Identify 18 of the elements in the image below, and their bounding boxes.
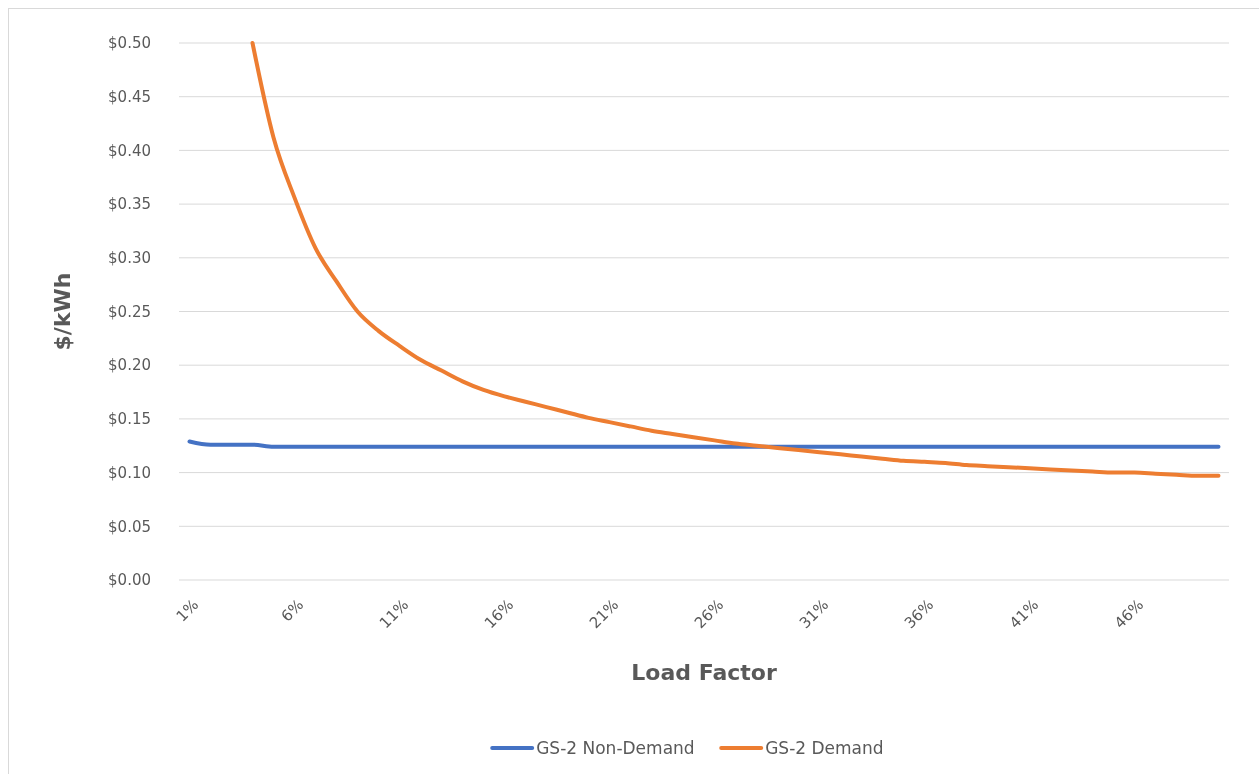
y-tick-label: $0.00 [108,571,151,590]
y-tick-label: $0.45 [108,87,151,106]
y-tick-label: $0.35 [108,195,151,214]
y-tick-label: $0.15 [108,410,151,429]
x-tick-label: 1% [172,595,203,626]
line-series [250,41,1221,478]
x-axis-title: Load Factor [631,660,777,685]
x-tick-label: 6% [277,595,308,626]
y-tick-label: $0.25 [108,302,151,321]
y-tick-label: $0.50 [108,34,151,53]
y-tick-label: $0.10 [108,463,151,482]
y-axis-title: $/kWh [50,272,75,351]
y-tick-label: $0.30 [108,249,151,268]
y-tick-label: $0.40 [108,141,151,160]
legend-label: GS-2 Demand [765,737,884,758]
y-tick-label: $0.20 [108,356,151,375]
legend-label: GS-2 Non-Demand [536,737,695,758]
y-tick-label: $0.05 [108,517,151,536]
